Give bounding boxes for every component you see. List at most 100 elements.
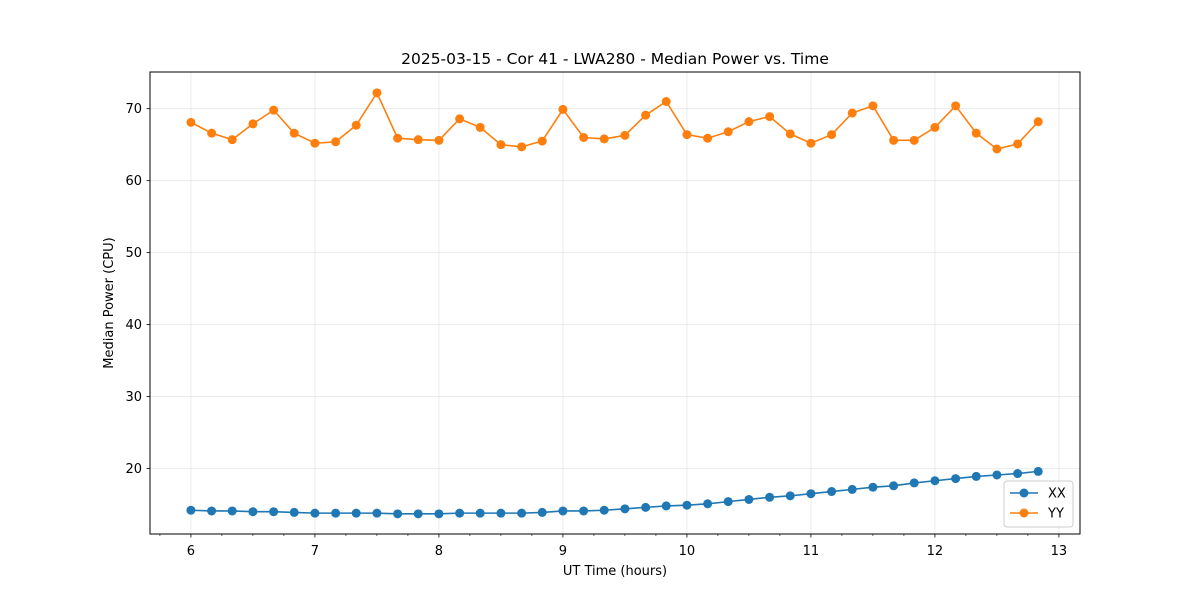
data-point-xx bbox=[227, 506, 237, 516]
data-point-yy bbox=[992, 144, 1002, 154]
data-point-yy bbox=[744, 117, 754, 127]
data-point-xx bbox=[186, 505, 196, 515]
data-point-yy bbox=[579, 132, 589, 142]
data-point-yy bbox=[434, 135, 444, 145]
data-point-yy bbox=[930, 122, 940, 132]
data-point-yy bbox=[827, 130, 837, 140]
legend-marker-yy bbox=[1019, 508, 1029, 518]
data-point-yy bbox=[971, 128, 981, 138]
data-point-xx bbox=[351, 508, 361, 518]
data-point-xx bbox=[372, 508, 382, 518]
y-tick-label: 60 bbox=[125, 174, 142, 189]
chart-title: 2025-03-15 - Cor 41 - LWA280 - Median Po… bbox=[401, 50, 829, 68]
x-tick-label: 9 bbox=[559, 544, 567, 559]
data-point-yy bbox=[723, 127, 733, 137]
data-point-xx bbox=[889, 481, 899, 491]
data-point-xx bbox=[827, 487, 837, 497]
legend-marker-xx bbox=[1019, 488, 1029, 498]
data-point-xx bbox=[207, 506, 217, 516]
data-point-yy bbox=[207, 128, 217, 138]
y-axis-label: Median Power (CPU) bbox=[102, 237, 117, 368]
data-point-yy bbox=[641, 110, 651, 120]
data-point-xx bbox=[1033, 466, 1043, 476]
legend-label-yy: YY bbox=[1047, 507, 1064, 522]
data-point-xx bbox=[641, 502, 651, 512]
data-point-xx bbox=[558, 506, 568, 516]
series-layer bbox=[186, 88, 1043, 519]
x-tick-label: 10 bbox=[679, 544, 696, 559]
data-point-xx bbox=[331, 508, 341, 518]
data-point-yy bbox=[186, 117, 196, 127]
data-point-yy bbox=[496, 140, 506, 150]
data-point-yy bbox=[806, 138, 816, 148]
data-point-xx bbox=[806, 489, 816, 499]
data-point-xx bbox=[496, 508, 506, 518]
data-point-yy bbox=[269, 105, 279, 115]
data-point-yy bbox=[351, 120, 361, 130]
data-point-xx bbox=[537, 507, 547, 517]
data-point-yy bbox=[372, 88, 382, 98]
data-point-xx bbox=[475, 508, 485, 518]
x-tick-label: 12 bbox=[927, 544, 944, 559]
data-point-xx bbox=[723, 497, 733, 507]
data-point-xx bbox=[289, 507, 299, 517]
x-tick-label: 13 bbox=[1051, 544, 1068, 559]
ticks-layer: 6 7 8 9 10 11 12 13 20 30 40 50 60 70 bbox=[125, 102, 1067, 559]
data-point-xx bbox=[599, 505, 609, 515]
data-point-yy bbox=[847, 108, 857, 118]
data-point-yy bbox=[703, 133, 713, 143]
data-point-yy bbox=[1033, 117, 1043, 127]
series-xx bbox=[186, 466, 1043, 519]
data-point-yy bbox=[682, 130, 692, 140]
data-point-yy bbox=[227, 135, 237, 145]
data-point-xx bbox=[579, 506, 589, 516]
plot-frame bbox=[149, 71, 1081, 535]
data-point-yy bbox=[599, 134, 609, 144]
data-point-xx bbox=[765, 492, 775, 502]
data-point-xx bbox=[703, 499, 713, 509]
data-point-xx bbox=[847, 484, 857, 494]
data-point-yy bbox=[765, 112, 775, 122]
y-tick-label: 70 bbox=[125, 102, 142, 117]
x-tick-label: 11 bbox=[803, 544, 820, 559]
data-point-yy bbox=[248, 119, 258, 129]
data-point-yy bbox=[558, 104, 568, 114]
legend: XX YY bbox=[1003, 480, 1074, 528]
y-tick-label: 50 bbox=[125, 246, 142, 261]
data-point-xx bbox=[682, 500, 692, 510]
data-point-yy bbox=[475, 122, 485, 132]
data-point-xx bbox=[413, 509, 423, 519]
data-point-xx bbox=[744, 494, 754, 504]
data-point-xx bbox=[971, 471, 981, 481]
data-point-xx bbox=[620, 504, 630, 514]
data-point-yy bbox=[289, 128, 299, 138]
data-point-xx bbox=[455, 508, 465, 518]
data-point-xx bbox=[661, 501, 671, 511]
data-point-xx bbox=[1013, 469, 1023, 479]
data-point-xx bbox=[951, 474, 961, 484]
data-point-yy bbox=[310, 138, 320, 148]
grid-layer bbox=[150, 72, 1080, 534]
data-point-xx bbox=[992, 470, 1002, 480]
data-point-yy bbox=[331, 137, 341, 147]
data-point-yy bbox=[413, 135, 423, 145]
data-point-xx bbox=[868, 482, 878, 492]
data-point-xx bbox=[310, 508, 320, 518]
y-tick-label: 30 bbox=[125, 390, 142, 405]
legend-label-xx: XX bbox=[1048, 487, 1066, 502]
data-point-yy bbox=[909, 135, 919, 145]
data-point-yy bbox=[517, 142, 527, 152]
y-tick-label: 20 bbox=[125, 462, 142, 477]
series-yy bbox=[186, 88, 1043, 154]
data-point-yy bbox=[620, 130, 630, 140]
x-axis-label: UT Time (hours) bbox=[563, 564, 667, 579]
x-tick-label: 7 bbox=[311, 544, 319, 559]
data-point-xx bbox=[785, 491, 795, 501]
data-point-yy bbox=[1013, 139, 1023, 149]
data-point-xx bbox=[517, 508, 527, 518]
y-tick-label: 40 bbox=[125, 318, 142, 333]
x-tick-label: 8 bbox=[435, 544, 443, 559]
data-point-xx bbox=[393, 509, 403, 519]
x-tick-label: 6 bbox=[187, 544, 195, 559]
